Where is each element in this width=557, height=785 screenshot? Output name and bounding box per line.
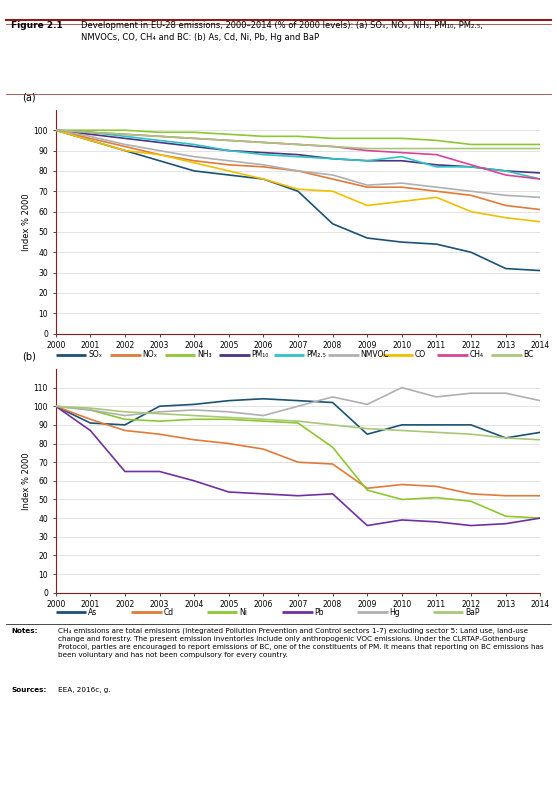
Text: Ni: Ni	[239, 608, 247, 617]
Text: Cd: Cd	[163, 608, 174, 617]
Text: NMVOC: NMVOC	[360, 350, 389, 360]
Text: NH₃: NH₃	[197, 350, 212, 360]
Text: BC: BC	[524, 350, 534, 360]
Y-axis label: Index % 2000: Index % 2000	[22, 193, 31, 250]
Text: (b): (b)	[22, 351, 36, 361]
Text: Sources:: Sources:	[11, 687, 47, 693]
Text: As: As	[88, 608, 97, 617]
Text: CO: CO	[415, 350, 426, 360]
Text: BaP: BaP	[465, 608, 480, 617]
Text: (a): (a)	[22, 92, 36, 102]
Text: Hg: Hg	[390, 608, 400, 617]
Text: SOₓ: SOₓ	[88, 350, 102, 360]
Text: PM₁₀: PM₁₀	[251, 350, 269, 360]
Text: Notes:: Notes:	[11, 628, 38, 634]
Text: CH₄: CH₄	[469, 350, 483, 360]
Text: Figure 2.1: Figure 2.1	[11, 21, 63, 30]
Text: Pb: Pb	[314, 608, 324, 617]
Text: NOₓ: NOₓ	[143, 350, 158, 360]
Text: Development in EU-28 emissions, 2000–2014 (% of 2000 levels): (a) SOₓ, NOₓ, NH₃,: Development in EU-28 emissions, 2000–201…	[81, 21, 482, 42]
Text: PM₂.₅: PM₂.₅	[306, 350, 326, 360]
Text: EEA, 2016c, g.: EEA, 2016c, g.	[58, 687, 111, 693]
Y-axis label: Index % 2000: Index % 2000	[22, 452, 31, 509]
Text: CH₄ emissions are total emissions (Integrated Pollution Prevention and Control s: CH₄ emissions are total emissions (Integ…	[58, 628, 544, 658]
